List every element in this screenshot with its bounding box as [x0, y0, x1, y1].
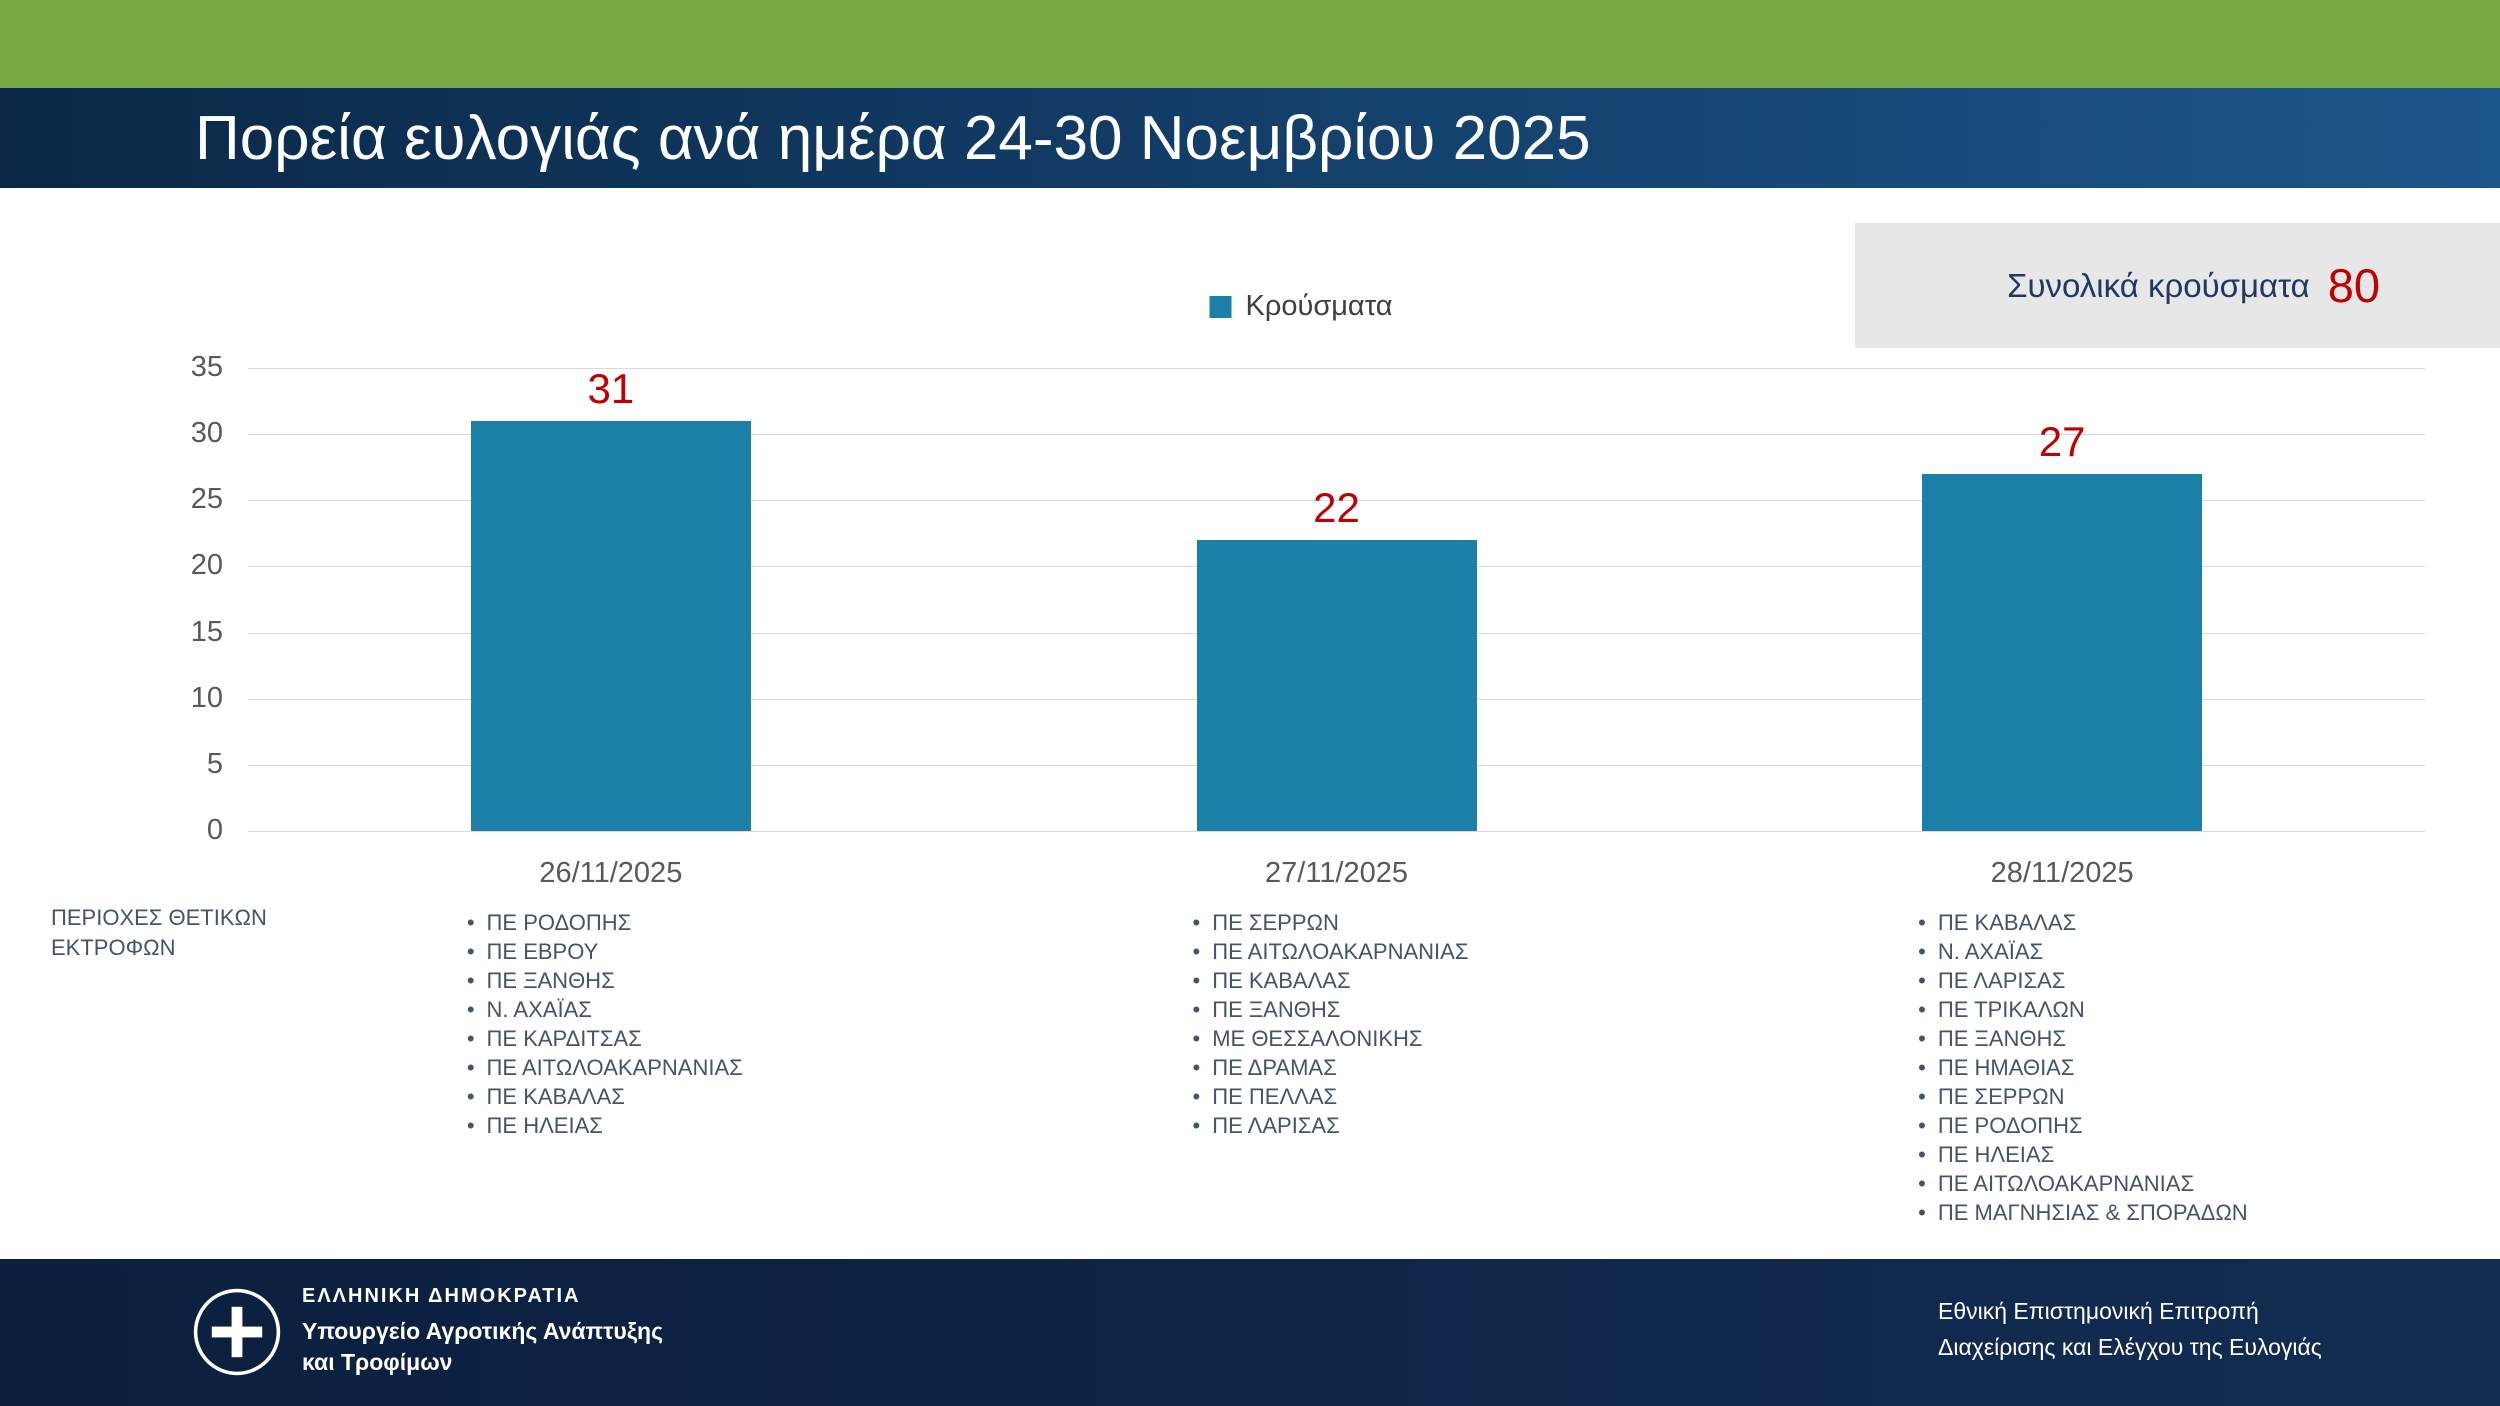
top-accent-bar [0, 0, 2500, 88]
region-list-28/11/2025: ΠΕ ΚΑΒΑΛΑΣΝ. ΑΧΑΪΑΣΠΕ ΛΑΡΙΣΑΣΠΕ ΤΡΙΚΑΛΩΝ… [1918, 908, 2248, 1227]
region-item: ΠΕ ΗΛΕΙΑΣ [467, 1111, 743, 1140]
committee-line1: Εθνική Επιστημονική Επιτροπή [1938, 1298, 2259, 1324]
legend-label: Κρούσματα [1245, 290, 1393, 322]
bar-value-label: 27 [2038, 417, 2086, 465]
region-item: ΠΕ ΑΙΤΩΛΟΑΚΑΡΝΑΝΙΑΣ [1193, 937, 1468, 966]
region-item: ΠΕ ΡΟΔΟΠΗΣ [1918, 1111, 2248, 1140]
region-item: Ν. ΑΧΑΪΑΣ [467, 995, 743, 1024]
bar-value-label: 31 [587, 364, 635, 412]
region-item: ΠΕ ΜΑΓΝΗΣΙΑΣ & ΣΠΟΡΑΔΩΝ [1918, 1198, 2248, 1227]
footer: ΕΛΛΗΝΙΚΗ ΔΗΜΟΚΡΑΤΙΑ Υπουργείο Αγροτικής … [0, 1259, 2500, 1406]
chart-legend: Κρούσματα [1209, 290, 1393, 323]
ministry-line2: και Τροφίμων [302, 1349, 453, 1375]
region-item: ΠΕ ΛΑΡΙΣΑΣ [1193, 1111, 1469, 1140]
org-name: ΕΛΛΗΝΙΚΗ ΔΗΜΟΚΡΑΤΙΑ [302, 1285, 581, 1307]
region-list-27/11/2025: ΠΕ ΣΕΡΡΩΝΠΕ ΑΙΤΩΛΟΑΚΑΡΝΑΝΙΑΣΠΕ ΚΑΒΑΛΑΣΠΕ… [1193, 908, 1469, 1140]
gridline [248, 500, 2425, 502]
region-item: ΠΕ ΣΕΡΡΩΝ [1918, 1082, 2248, 1111]
x-axis-category-label: 27/11/2025 [1265, 857, 1408, 889]
total-cases-box: Συνολικά κρούσματα 80 [1855, 223, 2500, 348]
regions-label-line1: ΠΕΡΙΟΧΕΣ ΘΕΤΙΚΩΝ [51, 905, 267, 930]
x-axis-category-label: 28/11/2025 [1990, 857, 2134, 889]
region-item: ΠΕ ΚΑΡΔΙΤΣΑΣ [467, 1024, 743, 1053]
region-item: ΠΕ ΗΛΕΙΑΣ [1918, 1140, 2248, 1169]
region-item: ΠΕ ΑΙΤΩΛΟΑΚΑΡΝΑΝΙΑΣ [1918, 1169, 2248, 1198]
region-item: ΠΕ ΚΑΒΑΛΑΣ [467, 1082, 743, 1111]
y-axis-tick-label: 30 [190, 417, 223, 450]
government-text-block: ΕΛΛΗΝΙΚΗ ΔΗΜΟΚΡΑΤΙΑ Υπουργείο Αγροτικής … [302, 1285, 663, 1378]
region-item: ΠΕ ΞΑΝΘΗΣ [1918, 1024, 2248, 1053]
gridline [248, 368, 2425, 369]
region-item: ΠΕ ΡΟΔΟΠΗΣ [467, 908, 743, 937]
y-axis-tick-label: 25 [190, 483, 223, 516]
region-item: ΠΕ ΑΙΤΩΛΟΑΚΑΡΝΑΝΙΑΣ [467, 1053, 743, 1082]
region-item: ΠΕ ΞΑΝΘΗΣ [1193, 995, 1469, 1024]
gridline [248, 434, 2425, 436]
region-item: ΠΕ ΚΑΒΑΛΑΣ [1193, 966, 1469, 995]
region-item: Ν. ΑΧΑΪΑΣ [1918, 937, 2248, 966]
bar-26/11/2025 [470, 420, 751, 831]
region-item: ΠΕ ΛΑΡΙΣΑΣ [1918, 966, 2248, 995]
region-item: ΠΕ ΞΑΝΘΗΣ [467, 966, 743, 995]
region-item: ΠΕ ΔΡΑΜΑΣ [1193, 1053, 1469, 1082]
y-axis-tick-label: 5 [206, 747, 223, 780]
total-cases-label: Συνολικά κρούσματα [2007, 266, 2310, 304]
y-axis-tick-label: 20 [190, 549, 223, 582]
region-item: ΠΕ ΚΑΒΑΛΑΣ [1918, 908, 2248, 937]
committee-line2: Διαχείρισης και Ελέγχου της Ευλογιάς [1938, 1334, 2322, 1360]
region-item: ΠΕ ΤΡΙΚΑΛΩΝ [1918, 995, 2248, 1024]
bar-28/11/2025 [1922, 473, 2203, 831]
region-item: ΠΕ ΣΕΡΡΩΝ [1193, 908, 1469, 937]
committee-text-block: Εθνική Επιστημονική Επιτροπή Διαχείρισης… [1938, 1293, 2322, 1365]
ministry-line1: Υπουργείο Αγροτικής Ανάπτυξης [302, 1318, 664, 1344]
x-axis-category-label: 26/11/2025 [539, 857, 683, 889]
y-axis-tick-label: 0 [206, 814, 223, 846]
region-item: ΠΕ ΗΜΑΘΙΑΣ [1918, 1053, 2248, 1082]
gridline [248, 831, 2425, 832]
region-item: ΠΕ ΕΒΡΟΥ [467, 937, 743, 966]
header: Πορεία ευλογιάς ανά ημέρα 24-30 Νοεμβρίο… [0, 88, 2500, 188]
regions-axis-label: ΠΕΡΙΟΧΕΣ ΘΕΤΙΚΩΝ ΕΚΤΡΟΦΩΝ [51, 903, 267, 963]
region-item: ΜΕ ΘΕΣΣΑΛΟΝΙΚΗΣ [1193, 1024, 1469, 1053]
y-axis-tick-label: 15 [190, 615, 223, 648]
bar-27/11/2025 [1196, 539, 1477, 831]
page-title: Πορεία ευλογιάς ανά ημέρα 24-30 Νοεμβρίο… [195, 103, 1591, 173]
bar-value-label: 22 [1313, 483, 1360, 531]
y-axis-tick-label: 35 [190, 351, 223, 383]
region-item: ΠΕ ΠΕΛΛΑΣ [1193, 1082, 1469, 1111]
bar-chart: 0 5 10 15 20 25 30 35 31 26/11/2025 22 27/11/2025 27… [191, 351, 2425, 889]
total-cases-value: 80 [2327, 259, 2380, 312]
legend-swatch-icon [1209, 295, 1232, 318]
region-list-26/11/2025: ΠΕ ΡΟΔΟΠΗΣΠΕ ΕΒΡΟΥΠΕ ΞΑΝΘΗΣΝ. ΑΧΑΪΑΣΠΕ Κ… [467, 908, 743, 1140]
y-axis-tick-label: 10 [190, 681, 223, 714]
regions-label-line2: ΕΚΤΡΟΦΩΝ [51, 935, 176, 960]
hellenic-republic-logo [193, 1288, 281, 1376]
